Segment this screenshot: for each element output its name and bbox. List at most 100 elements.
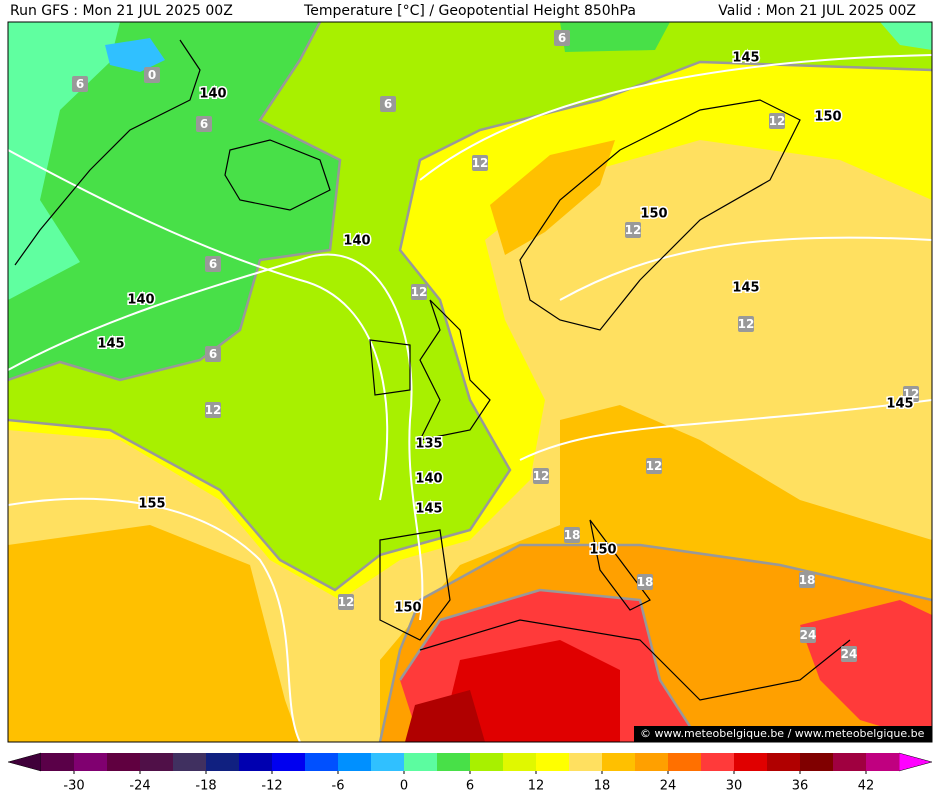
isotherm-label: 12 bbox=[769, 114, 786, 128]
isotherm-label-box bbox=[799, 572, 815, 588]
colorbar-swatch bbox=[470, 753, 504, 771]
field-darkred bbox=[440, 640, 620, 742]
coastline-italy bbox=[589, 519, 651, 611]
isotherm-label: 18 bbox=[564, 528, 581, 542]
isohypse-label: 150 bbox=[814, 110, 841, 125]
coastline-greenland bbox=[14, 39, 201, 266]
isotherm-label: 0 bbox=[148, 68, 156, 82]
isotherm-label: 18 bbox=[637, 575, 654, 589]
colorbar: -30 -24 -18 -12 -6 0 6 12 18 24 30 36 42 bbox=[7, 752, 933, 794]
map-frame bbox=[7, 21, 933, 743]
isohypse-label: 145 bbox=[886, 397, 913, 412]
colorbar-swatch bbox=[305, 753, 339, 771]
coastline-iceland bbox=[224, 139, 331, 211]
colorbar-swatch bbox=[833, 753, 867, 771]
isotherm-label-box bbox=[564, 527, 580, 543]
isohypse-label: 140 bbox=[127, 293, 154, 308]
isotherm-label-box bbox=[903, 386, 919, 402]
colorbar-swatch bbox=[437, 753, 471, 771]
isohypse-label: 145 bbox=[732, 51, 759, 66]
isohypse bbox=[419, 54, 932, 181]
isohypse-label: 140 bbox=[343, 234, 370, 249]
field-orange-north bbox=[490, 140, 615, 255]
field-green-north bbox=[560, 22, 670, 52]
run-label: Run GFS : Mon 21 JUL 2025 00Z bbox=[10, 3, 233, 19]
isohypse-label: 140 bbox=[199, 87, 226, 102]
isotherm-label: 12 bbox=[903, 387, 920, 401]
colorbar-swatch bbox=[74, 753, 108, 771]
colorbar-tick-label: -30 bbox=[63, 779, 84, 794]
colorbar-swatch bbox=[338, 753, 372, 771]
isohypse bbox=[519, 399, 932, 461]
isotherm-label: 12 bbox=[738, 317, 755, 331]
colorbar-swatch bbox=[41, 753, 75, 771]
height-contours bbox=[8, 54, 932, 742]
valid-label: Valid : Mon 21 JUL 2025 00Z bbox=[718, 3, 916, 19]
isotherm-label: 12 bbox=[338, 595, 355, 609]
isotherm-label: 6 bbox=[200, 117, 208, 131]
colorbar-swatch bbox=[635, 753, 669, 771]
isotherm-label: 12 bbox=[411, 285, 428, 299]
isotherm-label: 6 bbox=[558, 31, 566, 45]
colorbar-swatch bbox=[602, 753, 636, 771]
isotherm-label: 12 bbox=[205, 403, 222, 417]
contour-labels: 0666666121212121212121212121818182424241… bbox=[72, 30, 919, 662]
isohypse-label: 145 bbox=[732, 281, 759, 296]
colorbar-swatch bbox=[569, 753, 603, 771]
isotherm-label-box bbox=[144, 67, 160, 83]
colorbar-swatch bbox=[173, 753, 207, 771]
isotherm-label-box bbox=[769, 113, 785, 129]
colorbar-tick-label: -6 bbox=[332, 779, 345, 794]
colorbar-swatch bbox=[404, 753, 438, 771]
colorbar-swatch bbox=[536, 753, 570, 771]
colorbar-low bbox=[7, 752, 42, 772]
isotherm-label-box bbox=[472, 155, 488, 171]
temperature-field bbox=[8, 22, 932, 742]
colorbar-high bbox=[898, 752, 933, 772]
colorbar-tick-label: 36 bbox=[792, 779, 809, 794]
isotherm-label-box bbox=[738, 316, 754, 332]
colorbar-swatch bbox=[767, 753, 801, 771]
isotherm-label: 6 bbox=[76, 77, 84, 91]
colorbar-swatch bbox=[107, 753, 141, 771]
field-red-east bbox=[800, 600, 932, 742]
isotherm-label: 6 bbox=[209, 347, 217, 361]
colorbar-tick-label: 18 bbox=[594, 779, 611, 794]
colorbar-tick-label: 24 bbox=[660, 779, 677, 794]
field-maroon bbox=[405, 690, 485, 742]
coastline-scandinavia bbox=[519, 99, 801, 331]
isotherm-label-box bbox=[196, 116, 212, 132]
isohypse bbox=[8, 497, 301, 742]
isohypse-label: 155 bbox=[138, 497, 165, 512]
colorbar-swatch bbox=[800, 753, 834, 771]
isotherm-label-box bbox=[637, 574, 653, 590]
isotherm-label: 12 bbox=[533, 469, 550, 483]
colorbar-swatch bbox=[701, 753, 735, 771]
colorbar-tick-label: 0 bbox=[400, 779, 408, 794]
colorbar-swatch bbox=[371, 753, 405, 771]
isotherm-label-box bbox=[205, 256, 221, 272]
colorbar-tick-label: -12 bbox=[261, 779, 282, 794]
isohypse bbox=[8, 253, 424, 621]
isohypse-label: 150 bbox=[394, 601, 421, 616]
isohypse-label: 140 bbox=[415, 472, 442, 487]
isohypse-label: 150 bbox=[640, 207, 667, 222]
isotherm-label: 12 bbox=[646, 459, 663, 473]
isotherm-label-box bbox=[205, 346, 221, 362]
isotherm-label-box bbox=[554, 30, 570, 46]
colorbar-tick-label: 30 bbox=[726, 779, 743, 794]
colorbar-tick-label: 12 bbox=[528, 779, 545, 794]
colorbar-tick-label: -18 bbox=[195, 779, 216, 794]
isotherm-label: 6 bbox=[209, 257, 217, 271]
field-cyan bbox=[105, 38, 165, 72]
isotherm-label: 24 bbox=[841, 647, 858, 661]
colorbar-swatch bbox=[866, 753, 900, 771]
isotherm-label: 6 bbox=[384, 97, 392, 111]
colorbar-swatch bbox=[140, 753, 174, 771]
isotherm-label: 12 bbox=[472, 156, 489, 170]
field-orange-sw bbox=[8, 525, 300, 742]
isotherm-label-box bbox=[205, 402, 221, 418]
coastline-britain bbox=[418, 299, 491, 441]
